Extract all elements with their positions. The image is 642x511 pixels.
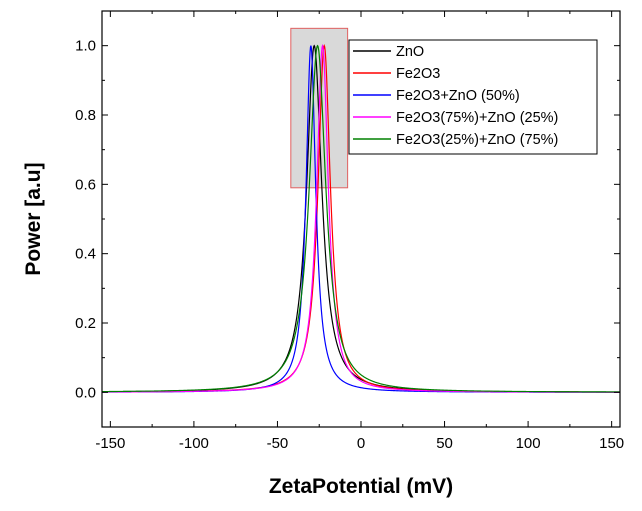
y-tick-label: 0.2 (75, 315, 96, 332)
legend-box (348, 39, 598, 155)
y-axis-title: Power [a.u] (22, 162, 45, 275)
x-tick-label: 0 (357, 435, 365, 452)
legend-label-4: Fe2O3(25%)+ZnO (75%) (396, 132, 558, 148)
y-tick-label: 0.6 (75, 176, 96, 193)
legend-label-0: ZnO (396, 44, 424, 60)
axis-ticks: -150 -100 -50 0 50 100 150 0.0 0.2 0.4 0.6 0.8 1.0 (75, 10, 624, 452)
y-tick-label: 1.0 (75, 38, 96, 55)
legend: ZnO Fe2O3 Fe2O3+ZnO (50%) Fe2O3(75%)+ZnO (2… (348, 39, 598, 155)
x-axis-title: ZetaPotential (mV) (269, 475, 453, 498)
series-curves (102, 43, 620, 393)
x-tick-label: 150 (599, 435, 624, 452)
legend-label-3: Fe2O3(75%)+ZnO (25%) (396, 110, 558, 126)
x-tick-label: -100 (179, 435, 209, 452)
series-line-4 (102, 44, 620, 393)
y-tick-label: 0.4 (75, 246, 96, 263)
y-tick-label: 0.0 (75, 384, 96, 401)
y-tick-label: 0.8 (75, 107, 96, 124)
legend-label-1: Fe2O3 (396, 66, 440, 82)
x-tick-label: 50 (436, 435, 453, 452)
legend-label-2: Fe2O3+ZnO (50%) (396, 88, 520, 104)
x-tick-label: -50 (267, 435, 289, 452)
x-tick-label: -150 (95, 435, 125, 452)
x-tick-label: 100 (516, 435, 541, 452)
